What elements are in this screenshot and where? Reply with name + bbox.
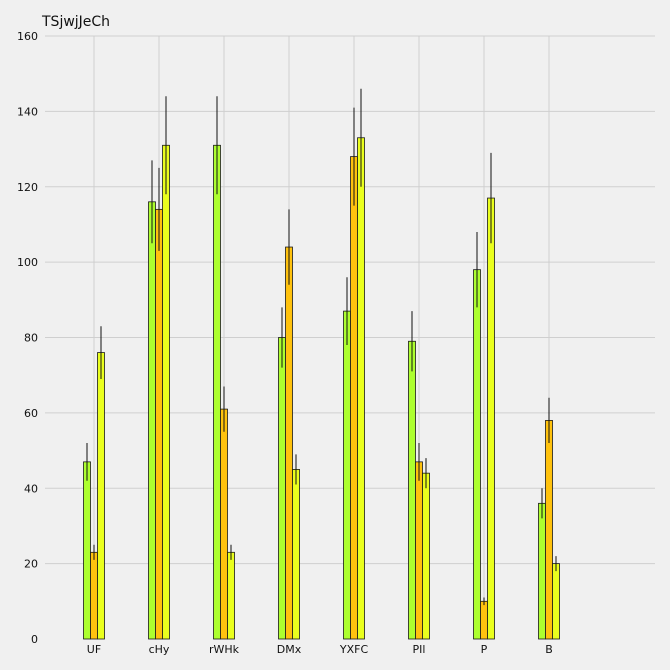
x-tick-label: DMx xyxy=(277,643,302,656)
x-tick-label: cHy xyxy=(149,643,170,656)
bar xyxy=(227,551,235,640)
bar xyxy=(487,197,495,640)
bar xyxy=(350,156,358,640)
bar xyxy=(148,201,156,640)
bar xyxy=(408,340,416,640)
labels-layer: 0 20 40 60 80 100 120 140 160 UF cHy rWHk DMx YXFC PIl… xyxy=(17,30,553,656)
y-tick-label: 80 xyxy=(24,332,38,345)
bar xyxy=(552,563,560,640)
bar xyxy=(285,246,293,640)
y-tick-label: 40 xyxy=(24,482,38,495)
x-tick-label: PIl xyxy=(413,643,426,656)
bar xyxy=(292,469,300,640)
x-tick-label: P xyxy=(481,643,488,656)
x-tick-label: B xyxy=(545,643,553,656)
bar xyxy=(278,337,286,640)
x-tick-label: UF xyxy=(87,643,101,656)
bar xyxy=(357,137,365,640)
bar xyxy=(155,208,163,640)
y-tick-label: 20 xyxy=(24,558,38,571)
bar xyxy=(90,551,98,640)
y-tick-label: 120 xyxy=(17,181,38,194)
y-tick-label: 60 xyxy=(24,407,38,420)
y-tick-label: 160 xyxy=(17,30,38,43)
x-tick-label: YXFC xyxy=(339,643,369,656)
y-tick-label: 100 xyxy=(17,256,38,269)
bar xyxy=(213,144,221,640)
bar xyxy=(83,461,91,640)
bar xyxy=(220,408,228,640)
y-tick-label: 0 xyxy=(31,633,38,646)
bar xyxy=(343,310,351,640)
bar xyxy=(545,420,553,640)
bars-layer xyxy=(83,88,560,640)
bar xyxy=(97,352,105,640)
bar xyxy=(480,600,488,640)
bar xyxy=(415,461,423,640)
chart-title: TSjwjJeCh xyxy=(41,14,110,30)
bar xyxy=(473,269,481,640)
bar xyxy=(422,472,430,640)
bar xyxy=(538,502,546,640)
y-tick-label: 140 xyxy=(17,105,38,118)
bar xyxy=(162,144,170,640)
x-tick-label: rWHk xyxy=(209,643,240,656)
